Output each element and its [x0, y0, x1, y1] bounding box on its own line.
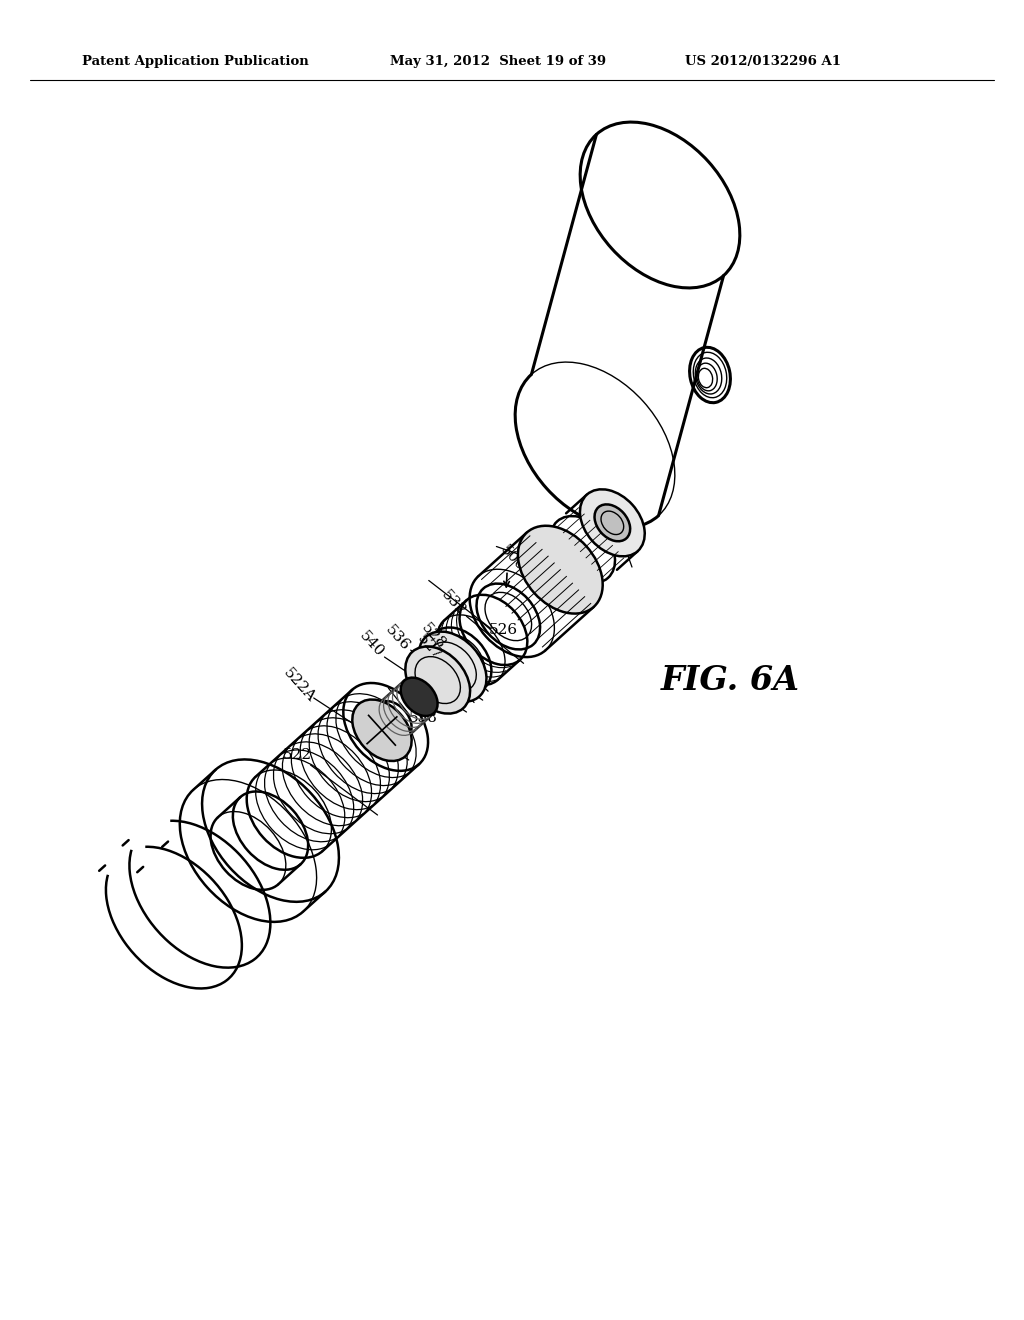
- Text: US 2012/0132296 A1: US 2012/0132296 A1: [685, 55, 841, 69]
- Ellipse shape: [595, 504, 630, 541]
- Ellipse shape: [352, 700, 412, 762]
- Text: 526: 526: [489, 623, 518, 638]
- Ellipse shape: [406, 647, 470, 714]
- Text: 528: 528: [418, 620, 449, 652]
- Text: May 31, 2012  Sheet 19 of 39: May 31, 2012 Sheet 19 of 39: [390, 55, 606, 69]
- Ellipse shape: [580, 490, 645, 556]
- Text: Patent Application Publication: Patent Application Publication: [82, 55, 309, 69]
- Text: 524: 524: [589, 496, 618, 528]
- Ellipse shape: [419, 631, 486, 702]
- Text: 500: 500: [498, 543, 527, 574]
- Text: FIG. 6A: FIG. 6A: [660, 664, 800, 697]
- Text: 530: 530: [547, 560, 575, 573]
- Text: 532: 532: [438, 587, 468, 619]
- Text: 540: 540: [356, 628, 386, 660]
- Ellipse shape: [416, 640, 477, 704]
- Ellipse shape: [518, 525, 603, 614]
- Ellipse shape: [400, 677, 437, 715]
- Text: 538: 538: [409, 711, 438, 725]
- Text: 536: 536: [383, 623, 413, 653]
- Text: 522A: 522A: [281, 665, 317, 705]
- Text: 527: 527: [414, 632, 444, 663]
- Text: 522: 522: [283, 748, 312, 762]
